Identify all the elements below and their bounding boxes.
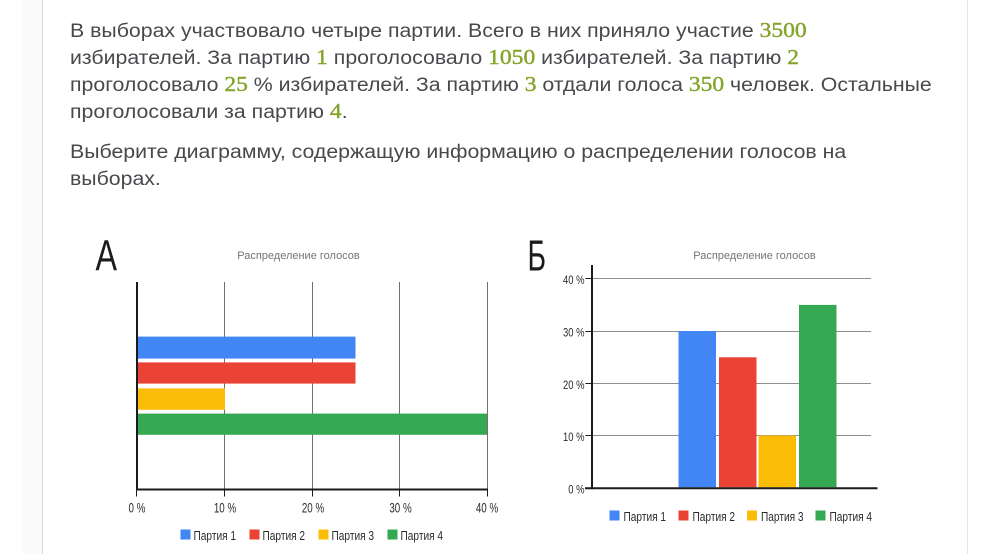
svg-text:20 %: 20 % (302, 500, 325, 516)
svg-text:А: А (96, 233, 118, 281)
svg-text:Партия 2: Партия 2 (263, 529, 306, 543)
svg-text:Партия 2: Партия 2 (693, 510, 736, 524)
svg-text:Партия 3: Партия 3 (332, 529, 375, 543)
svg-text:Партия 4: Партия 4 (830, 510, 873, 524)
svg-text:0 %: 0 % (568, 484, 584, 497)
svg-text:Партия 1: Партия 1 (194, 529, 237, 543)
svg-text:10 %: 10 % (563, 431, 584, 444)
svg-text:30 %: 30 % (389, 500, 412, 516)
svg-text:Б: Б (528, 233, 547, 281)
svg-text:Партия 3: Партия 3 (761, 510, 804, 524)
svg-text:30 %: 30 % (563, 327, 584, 340)
svg-text:40 %: 40 % (563, 274, 584, 287)
svg-text:40 %: 40 % (476, 500, 499, 516)
svg-text:Распределение голосов: Распределение голосов (237, 250, 360, 262)
svg-text:Партия 1: Партия 1 (624, 510, 667, 524)
svg-text:Партия 4: Партия 4 (401, 529, 444, 543)
svg-text:0 %: 0 % (129, 500, 146, 516)
svg-text:10 %: 10 % (214, 500, 237, 516)
svg-text:20 %: 20 % (563, 379, 584, 392)
svg-text:Распределение голосов: Распределение голосов (693, 250, 816, 262)
